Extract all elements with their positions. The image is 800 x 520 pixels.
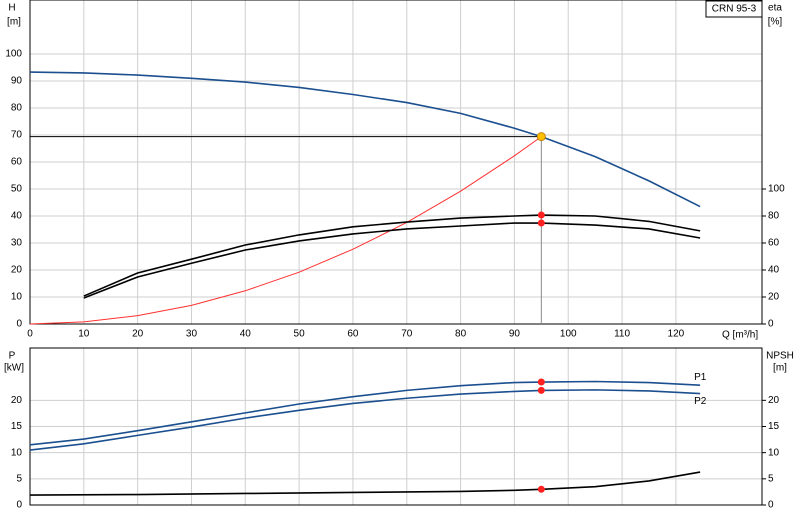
x-tick-label: 0 bbox=[27, 329, 33, 340]
y2-tick-label: 40 bbox=[768, 265, 780, 276]
y-tick-label: 20 bbox=[11, 395, 23, 406]
duty-marker bbox=[537, 485, 545, 493]
y-tick-label: 30 bbox=[11, 238, 23, 249]
y-tick-label: 50 bbox=[11, 184, 23, 195]
y-tick-label: 20 bbox=[11, 265, 23, 276]
x-tick-label: 50 bbox=[294, 329, 306, 340]
x-tick-label: 80 bbox=[455, 329, 467, 340]
y-tick-label: 60 bbox=[11, 157, 23, 168]
curve bbox=[83, 222, 701, 299]
y2-tick-label: 20 bbox=[768, 292, 780, 303]
y-tick-label: 80 bbox=[11, 103, 23, 114]
x-tick-label: 120 bbox=[668, 329, 685, 340]
duty-marker bbox=[537, 211, 545, 219]
y-tick-label: 90 bbox=[11, 76, 23, 87]
y-tick-label: 0 bbox=[16, 319, 22, 330]
y-unit: [kW] bbox=[4, 363, 24, 374]
y2-tick-label: 20 bbox=[768, 395, 780, 406]
curve bbox=[29, 471, 701, 496]
x-tick-label: 30 bbox=[186, 329, 198, 340]
x-label: Q [m³/h] bbox=[722, 330, 758, 341]
curve bbox=[29, 71, 701, 208]
y2-tick-label: 0 bbox=[768, 319, 774, 330]
y-unit: [m] bbox=[7, 17, 21, 28]
x-tick-label: 20 bbox=[132, 329, 144, 340]
x-tick-label: 90 bbox=[509, 329, 521, 340]
x-tick-label: 40 bbox=[240, 329, 252, 340]
y2-tick-label: 5 bbox=[768, 473, 774, 484]
legend-label: P2 bbox=[694, 396, 707, 407]
y-label: H bbox=[8, 3, 15, 14]
model-title: CRN 95-3 bbox=[712, 4, 757, 15]
y-tick-label: 15 bbox=[11, 421, 23, 432]
duty-marker bbox=[537, 386, 545, 394]
y-label: P bbox=[9, 351, 16, 362]
legend-label: P1 bbox=[694, 372, 707, 383]
y2-tick-label: 15 bbox=[768, 421, 780, 432]
y2-label: eta bbox=[768, 3, 782, 14]
duty-marker bbox=[537, 378, 545, 386]
duty-point bbox=[536, 132, 546, 142]
plot-frame bbox=[29, 0, 763, 325]
y-tick-label: 0 bbox=[16, 500, 22, 511]
curve bbox=[29, 136, 542, 325]
duty-marker bbox=[537, 219, 545, 227]
curve bbox=[29, 380, 701, 446]
y-tick-label: 5 bbox=[16, 473, 22, 484]
x-tick-label: 100 bbox=[560, 329, 577, 340]
plot-frame bbox=[29, 347, 763, 506]
y-tick-label: 40 bbox=[11, 211, 23, 222]
y2-tick-label: 60 bbox=[768, 238, 780, 249]
y2-tick-label: 0 bbox=[768, 500, 774, 511]
y-tick-label: 10 bbox=[11, 292, 23, 303]
x-tick-label: 110 bbox=[614, 329, 630, 340]
y2-unit: [%] bbox=[768, 17, 783, 28]
y2-tick-label: 80 bbox=[768, 211, 780, 222]
y2-tick-label: 10 bbox=[768, 447, 780, 458]
y-tick-label: 70 bbox=[11, 130, 23, 141]
curve bbox=[29, 389, 701, 451]
y-tick-label: 100 bbox=[5, 49, 22, 60]
x-tick-label: 10 bbox=[78, 329, 90, 340]
y2-tick-label: 100 bbox=[768, 184, 785, 195]
y2-label: NPSH bbox=[766, 351, 794, 362]
x-tick-label: 60 bbox=[347, 329, 359, 340]
y2-unit: [m] bbox=[773, 363, 787, 374]
x-tick-label: 70 bbox=[401, 329, 413, 340]
y-tick-label: 10 bbox=[11, 447, 23, 458]
curve bbox=[83, 214, 701, 297]
